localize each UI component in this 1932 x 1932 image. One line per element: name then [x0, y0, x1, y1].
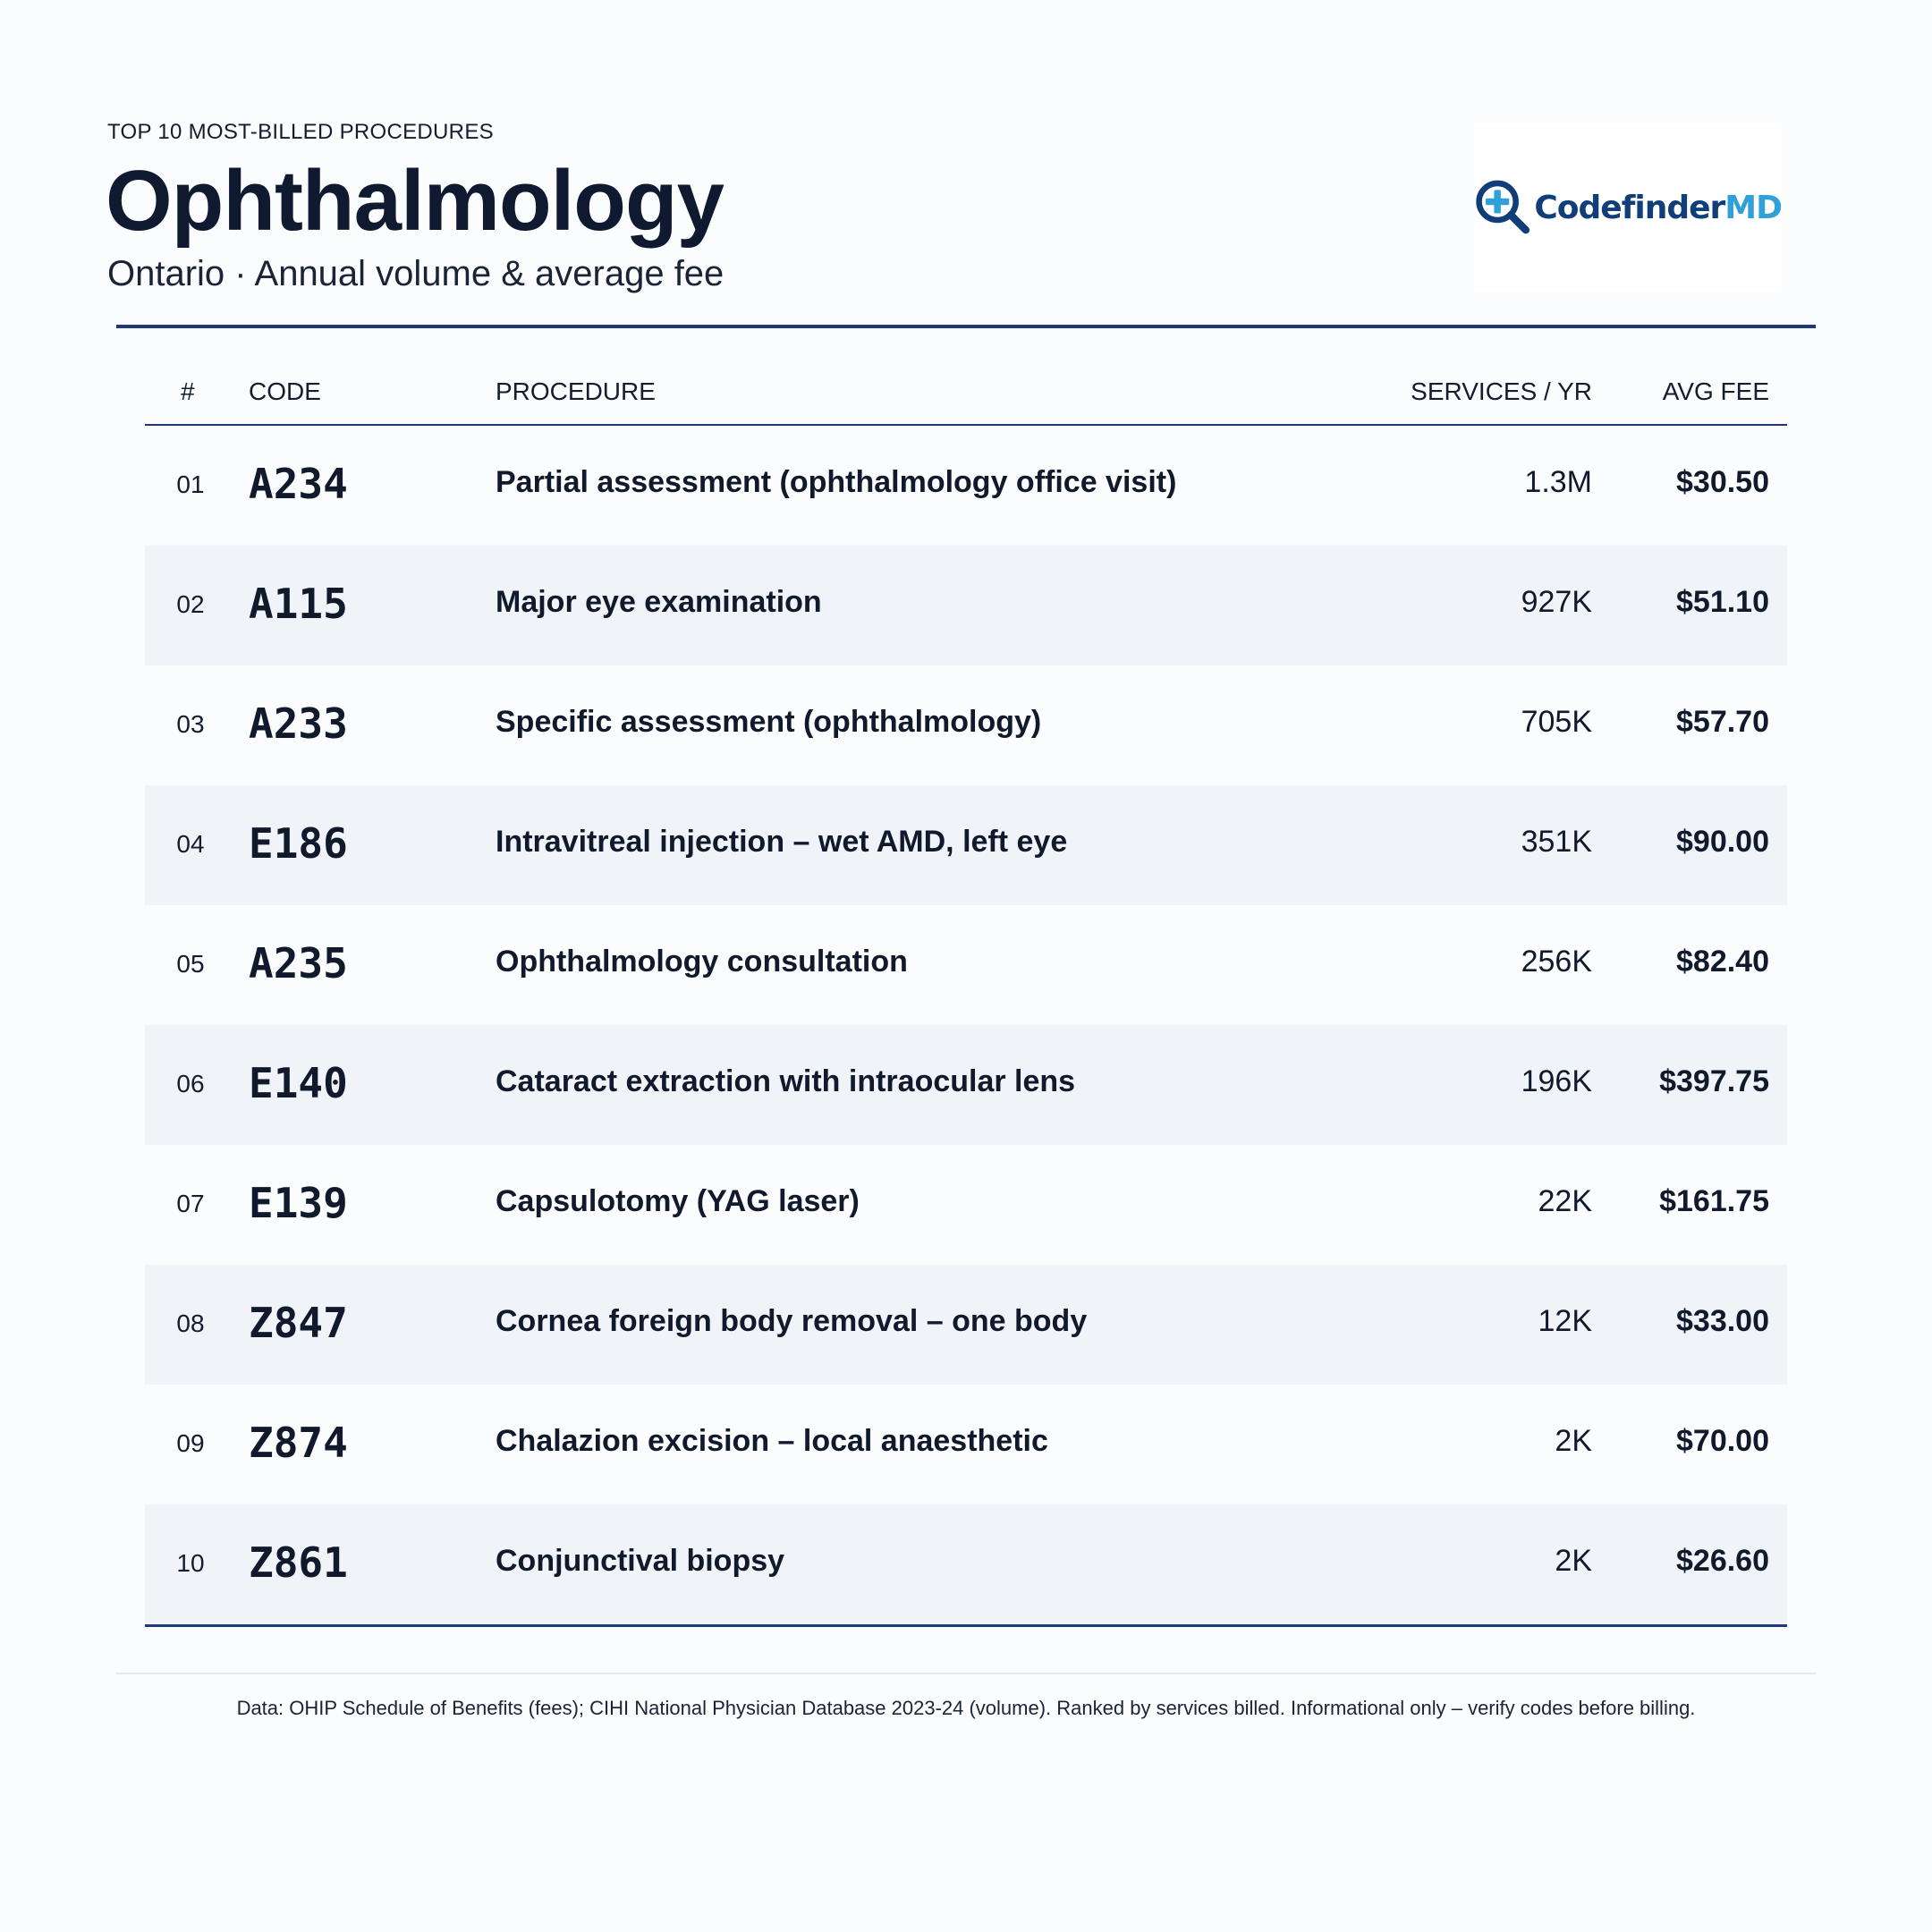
row-procedure: Conjunctival biopsy — [496, 1544, 785, 1578]
row-code: E186 — [249, 819, 348, 868]
table-bottom-divider — [145, 1624, 1787, 1627]
row-avg-fee: $90.00 — [1676, 825, 1769, 859]
table-row: 06 E140 Cataract extraction with intraoc… — [145, 1025, 1787, 1145]
row-rank: 02 — [176, 590, 205, 618]
table-row: 10 Z861 Conjunctival biopsy 2K $26.60 — [145, 1504, 1787, 1624]
row-code: Z861 — [249, 1538, 348, 1587]
kicker-label: TOP 10 MOST-BILLED PROCEDURES — [107, 120, 494, 144]
row-code: E140 — [249, 1059, 348, 1107]
row-avg-fee: $161.75 — [1659, 1184, 1769, 1218]
column-header-rank: # — [181, 377, 195, 405]
row-code: A115 — [249, 580, 348, 628]
row-avg-fee: $397.75 — [1659, 1064, 1769, 1098]
row-code: E139 — [249, 1179, 348, 1227]
row-services: 2K — [1555, 1424, 1592, 1458]
column-header-services: SERVICES / YR — [1411, 377, 1592, 405]
row-services: 351K — [1521, 825, 1592, 859]
table-row: 05 A235 Ophthalmology consultation 256K … — [145, 905, 1787, 1025]
table-row: 08 Z847 Cornea foreign body removal – on… — [145, 1265, 1787, 1385]
logo-wordmark-part2: MD — [1724, 189, 1783, 226]
table-row: 02 A115 Major eye examination 927K $51.1… — [145, 546, 1787, 665]
row-services: 196K — [1521, 1064, 1592, 1098]
row-rank: 09 — [176, 1429, 205, 1457]
header-divider — [116, 325, 1816, 328]
table-row: 03 A233 Specific assessment (ophthalmolo… — [145, 665, 1787, 785]
column-header-avg-fee: AVG FEE — [1662, 377, 1769, 405]
row-code: A233 — [249, 699, 348, 748]
row-code: A234 — [249, 460, 348, 508]
page-subtitle: Ontario · Annual volume & average fee — [107, 254, 724, 293]
row-rank: 05 — [176, 950, 205, 978]
row-procedure: Ophthalmology consultation — [496, 945, 908, 979]
row-procedure: Chalazion excision – local anaesthetic — [496, 1424, 1048, 1458]
row-avg-fee: $26.60 — [1676, 1544, 1769, 1578]
row-avg-fee: $70.00 — [1676, 1424, 1769, 1458]
row-code: A235 — [249, 939, 348, 987]
row-services: 22K — [1538, 1184, 1593, 1218]
row-services: 256K — [1521, 945, 1592, 979]
row-avg-fee: $57.70 — [1676, 705, 1769, 739]
row-procedure: Intravitreal injection – wet AMD, left e… — [496, 825, 1068, 859]
table-row: 01 A234 Partial assessment (ophthalmolog… — [145, 426, 1787, 546]
row-services: 1.3M — [1524, 465, 1592, 499]
row-procedure: Major eye examination — [496, 585, 822, 619]
footer-divider — [116, 1673, 1816, 1674]
table-row: 04 E186 Intravitreal injection – wet AMD… — [145, 785, 1787, 905]
table-row: 07 E139 Capsulotomy (YAG laser) 22K $161… — [145, 1145, 1787, 1265]
source-footnote: Data: OHIP Schedule of Benefits (fees); … — [236, 1697, 1696, 1719]
row-services: 705K — [1521, 705, 1592, 739]
row-rank: 10 — [176, 1549, 205, 1577]
row-procedure: Cataract extraction with intraocular len… — [496, 1064, 1076, 1098]
row-procedure: Partial assessment (ophthalmology office… — [496, 465, 1177, 499]
row-procedure: Specific assessment (ophthalmology) — [496, 705, 1042, 739]
column-header-procedure: PROCEDURE — [496, 377, 656, 405]
row-avg-fee: $82.40 — [1676, 945, 1769, 979]
row-rank: 06 — [176, 1070, 205, 1097]
table-row: 09 Z874 Chalazion excision – local anaes… — [145, 1385, 1787, 1504]
row-avg-fee: $33.00 — [1676, 1304, 1769, 1338]
row-rank: 03 — [176, 710, 205, 738]
row-services: 927K — [1521, 585, 1592, 619]
column-header-code: CODE — [249, 377, 321, 405]
row-code: Z847 — [249, 1299, 348, 1347]
row-rank: 01 — [176, 470, 205, 498]
codefindermd-logo: CodefinderMD — [1474, 123, 1783, 292]
row-code: Z874 — [249, 1419, 348, 1467]
logo-wordmark: CodefinderMD — [1534, 189, 1783, 226]
row-procedure: Capsulotomy (YAG laser) — [496, 1184, 860, 1218]
row-services: 12K — [1538, 1304, 1593, 1338]
row-avg-fee: $51.10 — [1676, 585, 1769, 619]
procedures-table: # CODE PROCEDURE SERVICES / YR AVG FEE 0… — [145, 358, 1787, 1627]
table-header: # CODE PROCEDURE SERVICES / YR AVG FEE — [145, 358, 1787, 426]
row-procedure: Cornea foreign body removal – one body — [496, 1304, 1088, 1338]
row-avg-fee: $30.50 — [1676, 465, 1769, 499]
row-rank: 04 — [176, 830, 205, 858]
page-title: Ophthalmology — [106, 153, 724, 249]
row-rank: 07 — [176, 1190, 205, 1217]
magnifier-plus-icon — [1476, 180, 1530, 234]
row-services: 2K — [1555, 1544, 1592, 1578]
logo-wordmark-part1: Codefinder — [1534, 189, 1725, 226]
row-rank: 08 — [176, 1309, 205, 1337]
